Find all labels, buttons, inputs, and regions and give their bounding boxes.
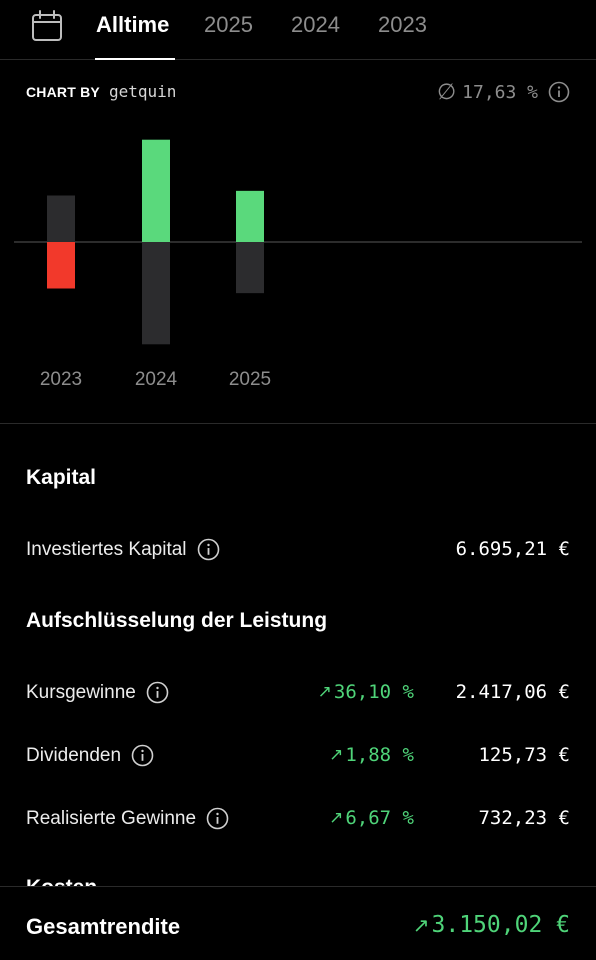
chart-x-tick-label: 2024	[135, 369, 178, 390]
kapital-title: Kapital	[26, 466, 97, 489]
tab-2023[interactable]: 2023	[378, 12, 427, 37]
cut-off-section-title: Kosten	[26, 876, 97, 886]
tab-alltime[interactable]: Alltime	[96, 12, 170, 37]
average-return-value: 17,63 %	[462, 81, 538, 103]
breakdown-row-percent: ↗ 36,10 %	[318, 681, 414, 703]
breakdown-row-value: 732,23 €	[478, 807, 570, 829]
chart-bar-ghost[interactable]	[236, 242, 264, 294]
chart-bar-return[interactable]	[236, 190, 264, 242]
average-return: ∅ 17,63 %	[436, 79, 570, 105]
total-return-value: ↗ 3.150,02 €	[413, 912, 570, 938]
divider	[0, 423, 596, 424]
calendar-icon[interactable]	[30, 9, 64, 43]
invested-capital-label: Investiertes Kapital	[26, 538, 187, 560]
breakdown-row-label: Dividenden	[26, 744, 122, 766]
chart-x-tick-label: 2023	[40, 369, 82, 390]
chart-header: CHART BY getquin ∅ 17,63 %	[0, 60, 596, 120]
chart-x-tick-label: 2025	[229, 369, 271, 390]
breakdown-row-kursgewinne: Kursgewinne ↗ 36,10 % 2.417,06 €	[0, 677, 596, 707]
breakdown-row-value: 125,73 €	[478, 744, 570, 766]
average-symbol: ∅	[436, 79, 457, 105]
chart-bar-return[interactable]	[142, 139, 170, 242]
breakdown-title: Aufschlüsselung der Leistung	[26, 609, 328, 632]
invested-capital-value: 6.695,21 €	[455, 538, 570, 560]
info-icon[interactable]	[131, 744, 154, 767]
period-tab-bar: Alltime 2025 2024 2023	[0, 0, 596, 60]
breakdown-row-label: Kursgewinne	[26, 681, 136, 703]
chart-bar-return[interactable]	[47, 242, 75, 289]
percent-value: 1,88 %	[345, 744, 414, 766]
breakdown-row-label: Realisierte Gewinne	[26, 807, 197, 829]
total-return-footer: Gesamtrendite ↗ 3.150,02 €	[0, 886, 596, 960]
chart-bar-ghost[interactable]	[142, 242, 170, 345]
info-icon[interactable]	[146, 681, 169, 704]
arrow-up-right-icon: ↗	[412, 913, 430, 937]
annual-return-chart: 2023 2024 2025	[14, 139, 582, 390]
breakdown-row-value: 2.417,06 €	[455, 681, 570, 703]
total-return-amount: 3.150,02 €	[431, 912, 570, 938]
arrow-up-right-icon: ↗	[329, 745, 344, 765]
chart-brand-label: getquin	[109, 82, 177, 101]
percent-value: 36,10 %	[333, 681, 414, 703]
breakdown-row-percent: ↗ 1,88 %	[329, 744, 414, 766]
info-icon[interactable]	[548, 81, 570, 103]
percent-value: 6,67 %	[345, 807, 414, 829]
tab-2025[interactable]: 2025	[204, 12, 253, 37]
active-tab-indicator	[95, 58, 175, 60]
chart-bar-ghost[interactable]	[47, 195, 75, 243]
breakdown-row-dividenden: Dividenden ↗ 1,88 % 125,73 €	[0, 740, 596, 770]
total-return-label: Gesamtrendite	[26, 914, 181, 939]
arrow-up-right-icon: ↗	[329, 808, 344, 828]
invested-capital-row: Investiertes Kapital 6.695,21 €	[0, 534, 596, 564]
info-icon[interactable]	[197, 538, 220, 561]
breakdown-row-percent: ↗ 6,67 %	[329, 807, 414, 829]
breakdown-row-realisierte-gewinne: Realisierte Gewinne ↗ 6,67 % 732,23 €	[0, 803, 596, 833]
info-icon[interactable]	[206, 807, 229, 830]
arrow-up-right-icon: ↗	[317, 682, 332, 702]
tab-2024[interactable]: 2024	[291, 12, 340, 37]
chart-by-label: CHART BY	[26, 84, 100, 100]
